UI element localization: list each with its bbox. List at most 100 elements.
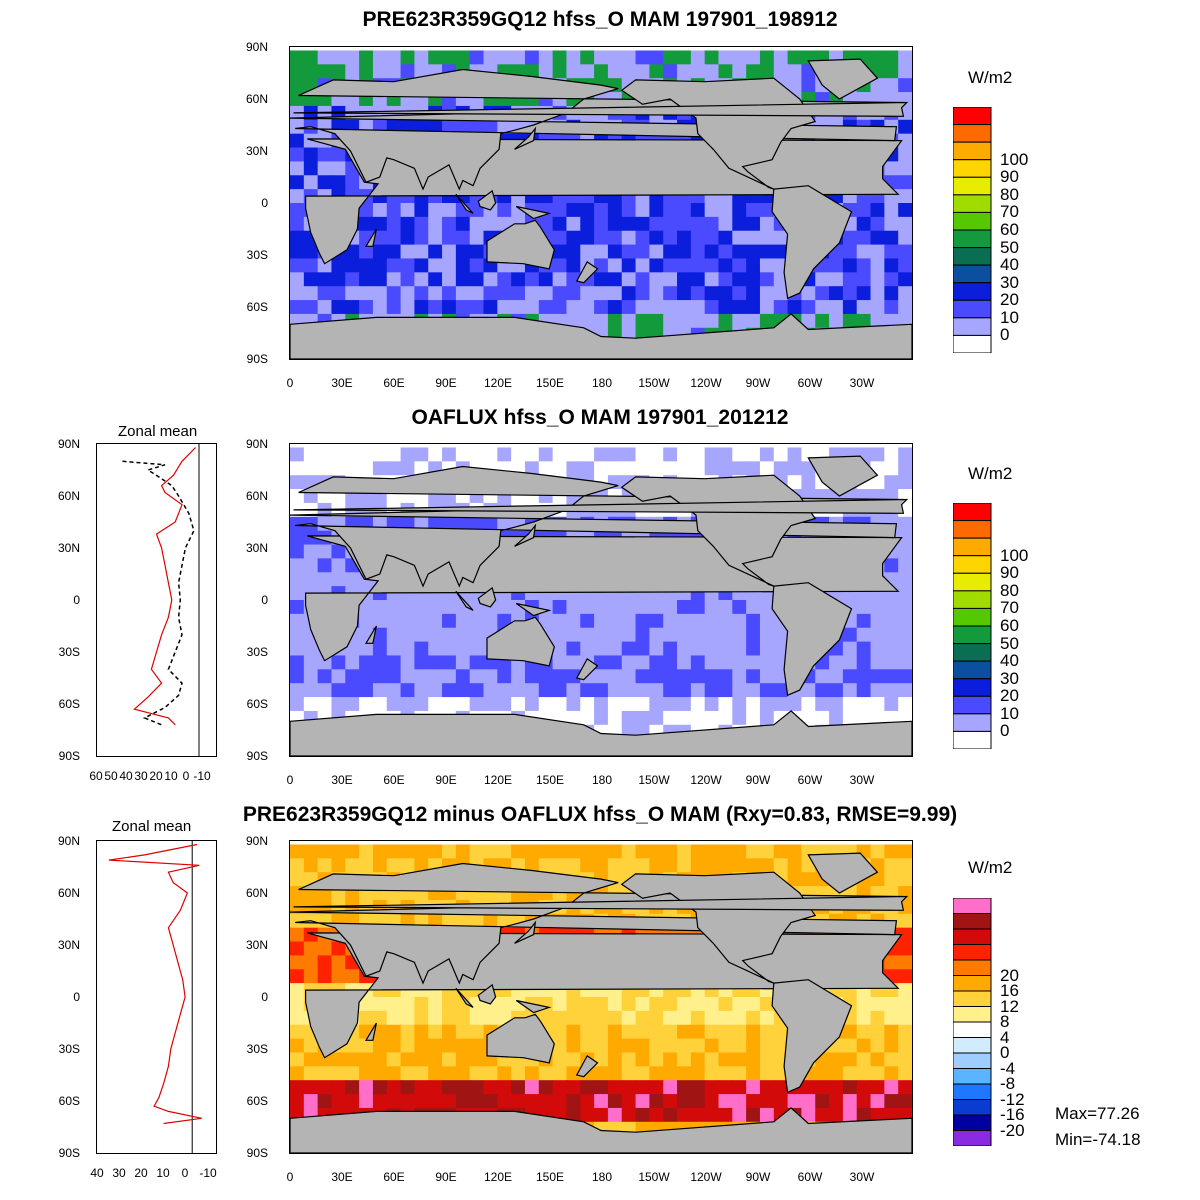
land-polygon (575, 261, 599, 284)
lat-tick: 60N (245, 489, 268, 503)
land-polygon (290, 68, 904, 191)
colorbar-label: -4 (1000, 1058, 1016, 1078)
lon-tick: 30W (849, 773, 875, 787)
lon-tick: 60E (383, 376, 405, 390)
colorbar-swatch (952, 990, 992, 1007)
colorbar-swatch (952, 660, 992, 680)
lon-tick: 60W (797, 1170, 823, 1184)
lon-tick: 150W (638, 1170, 670, 1184)
colorbar-swatch (952, 1068, 992, 1085)
colorbar-swatch (952, 1052, 992, 1069)
land-polygon (575, 1055, 599, 1078)
land-polygon (293, 895, 909, 911)
land-polygon (771, 185, 853, 300)
lat-tick: 30S (58, 1042, 80, 1056)
colorbar-swatch (952, 264, 992, 284)
zonal-mean-title: Zonal mean (118, 423, 198, 440)
colorbar-label: -20 (1000, 1120, 1025, 1140)
lon-tick: 180 (591, 773, 613, 787)
colorbar-swatch (952, 625, 992, 645)
colorbar-label: 30 (1000, 668, 1019, 688)
colorbar-swatch (952, 229, 992, 249)
colorbar-swatch (952, 1037, 992, 1054)
lat-tick: 60S (58, 697, 80, 711)
zonal-x-tick: 60 (89, 769, 103, 783)
colorbar-swatch (952, 695, 992, 715)
panel1-colorbar-units: W/m2 (968, 68, 1013, 87)
colorbar-label: 0 (1000, 325, 1010, 345)
lat-tick: 0 (73, 990, 80, 1004)
colorbar-swatch (952, 334, 992, 354)
land-polygon (290, 465, 904, 588)
land-polygon (514, 920, 537, 944)
land-polygon (771, 582, 853, 697)
lat-tick: 0 (73, 593, 80, 607)
lon-tick: 120W (690, 773, 722, 787)
lon-tick: 30W (849, 376, 875, 390)
lat-tick: 90N (57, 834, 80, 848)
colorbar-label: 40 (1000, 255, 1019, 275)
lon-tick: 30W (849, 1170, 875, 1184)
diff-zonal-line (108, 843, 202, 1125)
colorbar-swatch (952, 1083, 992, 1100)
colorbar-swatch (952, 299, 992, 319)
lat-tick: 60S (246, 300, 268, 314)
land-polygon (486, 1013, 555, 1064)
lat-tick: 90S (246, 1146, 268, 1160)
lat-tick: 90S (246, 352, 268, 366)
lon-tick: 150W (638, 773, 670, 787)
colorbar-label: 12 (1000, 996, 1019, 1016)
zonal-x-tick: 20 (149, 769, 163, 783)
colorbar-swatch (952, 141, 992, 161)
lon-tick: 150E (535, 376, 565, 390)
panel3-map (289, 840, 913, 1154)
lon-tick: 30E (331, 1170, 353, 1184)
panel1-map (289, 46, 913, 360)
colorbar-swatch (952, 106, 992, 126)
lon-tick: 120W (690, 1170, 722, 1184)
land-polygon (807, 58, 879, 100)
colorbar-label: 80 (1000, 580, 1019, 600)
colorbar-swatch (952, 520, 992, 539)
lat-tick: 60N (57, 886, 80, 900)
zonal-x-tick: 10 (164, 769, 178, 783)
panel2-colorbar (952, 502, 993, 754)
zonal-x-tick: -10 (193, 769, 211, 783)
lon-tick: 60E (383, 1170, 405, 1184)
zonal-mean-plot-3 (96, 840, 217, 1154)
lon-tick: 0 (286, 773, 294, 787)
min-stat: Min=-74.18 (1055, 1130, 1141, 1149)
lat-tick: 90N (245, 40, 268, 54)
colorbar-swatch (952, 975, 992, 992)
lat-tick: 30N (245, 144, 268, 158)
land-polygon (514, 126, 537, 150)
lon-tick: 180 (591, 376, 613, 390)
colorbar-swatch (952, 1130, 992, 1147)
colorbar-label: 50 (1000, 633, 1019, 653)
colorbar-swatch (952, 211, 992, 231)
land-polygon (455, 193, 474, 214)
lat-tick: 60S (246, 697, 268, 711)
land-polygon (477, 586, 497, 608)
colorbar-swatch (952, 159, 992, 178)
colorbar-swatch (952, 928, 992, 945)
lon-tick: 90W (745, 376, 771, 390)
colorbar-swatch (952, 713, 992, 732)
lat-tick: 30S (246, 1042, 268, 1056)
colorbar-label: 8 (1000, 1012, 1010, 1031)
colorbar-label: 4 (1000, 1027, 1010, 1047)
colorbar-label: 10 (1000, 307, 1019, 327)
lat-tick: 30N (57, 938, 80, 952)
colorbar-swatch (952, 643, 992, 662)
zonal-x-tick: 0 (181, 1166, 189, 1180)
zonal-x-tick: -10 (199, 1166, 217, 1180)
landmass (290, 852, 912, 1153)
lon-tick: 120E (483, 773, 513, 787)
lat-tick: 60N (245, 92, 268, 106)
lat-tick: 60S (58, 1094, 80, 1108)
land-polygon (290, 710, 912, 756)
colorbar-swatch (952, 317, 992, 336)
land-polygon (477, 983, 497, 1005)
colorbar-label: 10 (1000, 703, 1019, 723)
colorbar-swatch (952, 176, 992, 196)
